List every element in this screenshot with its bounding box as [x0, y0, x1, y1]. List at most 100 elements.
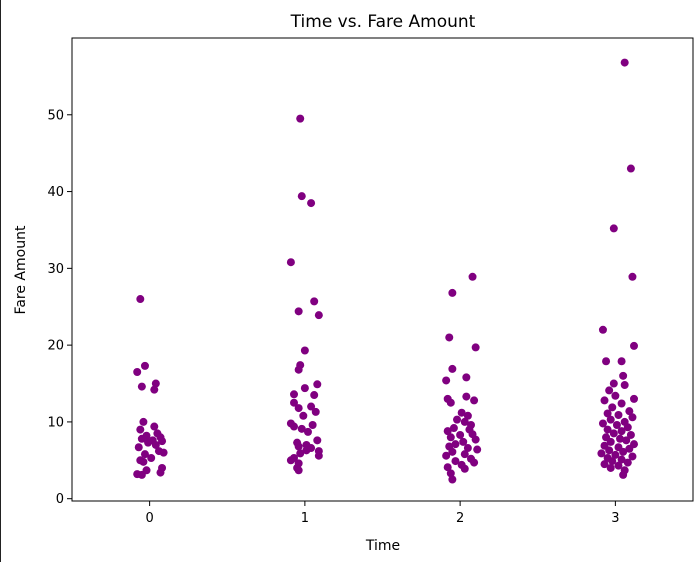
data-point	[296, 114, 305, 123]
data-point	[307, 402, 316, 411]
data-point	[623, 423, 632, 432]
data-point	[462, 392, 471, 401]
data-point	[617, 357, 626, 366]
data-point	[617, 455, 626, 464]
data-point	[625, 444, 634, 453]
y-axis-ticks: 0 10 20 30 40 50	[47, 108, 72, 507]
data-point	[134, 443, 143, 452]
data-point	[628, 272, 637, 281]
data-point	[303, 427, 312, 436]
data-point	[619, 470, 628, 479]
data-point	[297, 424, 306, 433]
y-axis-label: Fare Amount	[13, 225, 29, 314]
data-point	[471, 435, 480, 444]
data-point	[442, 376, 451, 385]
data-point	[448, 364, 457, 373]
data-point	[133, 368, 142, 377]
data-point	[151, 440, 160, 449]
data-point	[308, 420, 317, 429]
data-point	[453, 415, 462, 424]
data-point	[605, 386, 614, 395]
data-point	[290, 422, 299, 431]
data-point	[460, 464, 469, 473]
data-point	[137, 382, 146, 391]
data-point	[600, 396, 609, 405]
data-point	[151, 379, 160, 388]
data-point	[294, 466, 303, 475]
data-point	[611, 391, 620, 400]
data-point	[313, 436, 322, 445]
scatter-points	[133, 58, 639, 484]
data-point	[140, 450, 149, 459]
data-point	[156, 468, 165, 477]
data-point	[608, 457, 617, 466]
data-point	[300, 384, 309, 393]
data-point	[449, 424, 458, 433]
x-axis-ticks: 0 1 2 3	[145, 501, 620, 526]
data-point	[462, 373, 471, 382]
data-point	[286, 456, 295, 465]
data-point	[139, 417, 148, 426]
y-tick-label: 0	[56, 492, 64, 507]
data-point	[628, 413, 637, 422]
data-point	[150, 385, 159, 394]
data-point	[137, 434, 146, 443]
y-tick-label: 10	[47, 415, 64, 430]
x-tick-label: 2	[456, 511, 464, 526]
data-point	[300, 346, 309, 355]
data-point	[445, 333, 454, 342]
data-point	[150, 422, 159, 431]
data-point	[294, 307, 303, 316]
data-point	[626, 430, 635, 439]
data-point	[310, 391, 319, 400]
data-point	[609, 224, 618, 233]
data-point	[600, 460, 609, 469]
data-point	[620, 58, 629, 67]
data-point	[625, 407, 634, 416]
data-point	[297, 192, 306, 201]
data-point	[294, 365, 303, 374]
data-point	[140, 361, 149, 370]
data-point	[457, 408, 466, 417]
data-point	[158, 437, 167, 446]
data-point	[290, 398, 299, 407]
data-point	[630, 341, 639, 350]
x-tick-label: 3	[611, 511, 619, 526]
data-point	[630, 394, 639, 403]
data-point	[442, 451, 451, 460]
chart-title: Time vs. Fare Amount	[290, 12, 476, 32]
data-point	[612, 420, 621, 429]
y-tick-label: 20	[47, 339, 64, 354]
data-point	[456, 430, 465, 439]
data-point	[611, 450, 620, 459]
data-point	[136, 425, 145, 434]
x-axis-label: Time	[365, 538, 400, 554]
data-point	[609, 379, 618, 388]
data-point	[468, 272, 477, 281]
data-point	[628, 452, 637, 461]
data-point	[302, 446, 311, 455]
data-point	[137, 470, 146, 479]
data-point	[617, 427, 626, 436]
data-point	[286, 258, 295, 267]
data-point	[623, 458, 632, 467]
data-point	[603, 409, 612, 418]
data-point	[471, 343, 480, 352]
data-point	[616, 434, 625, 443]
data-point	[459, 437, 468, 446]
data-point	[294, 442, 303, 451]
data-point	[443, 427, 452, 436]
data-point	[147, 454, 156, 463]
data-point	[448, 475, 457, 484]
data-point	[460, 417, 469, 426]
data-point	[446, 469, 455, 478]
data-point	[463, 444, 472, 453]
data-point	[626, 164, 635, 173]
data-point	[605, 446, 614, 455]
data-point	[443, 463, 452, 472]
x-tick-label: 1	[301, 511, 309, 526]
y-tick-label: 50	[47, 108, 64, 123]
plot-area	[71, 37, 694, 502]
data-point	[622, 436, 631, 445]
